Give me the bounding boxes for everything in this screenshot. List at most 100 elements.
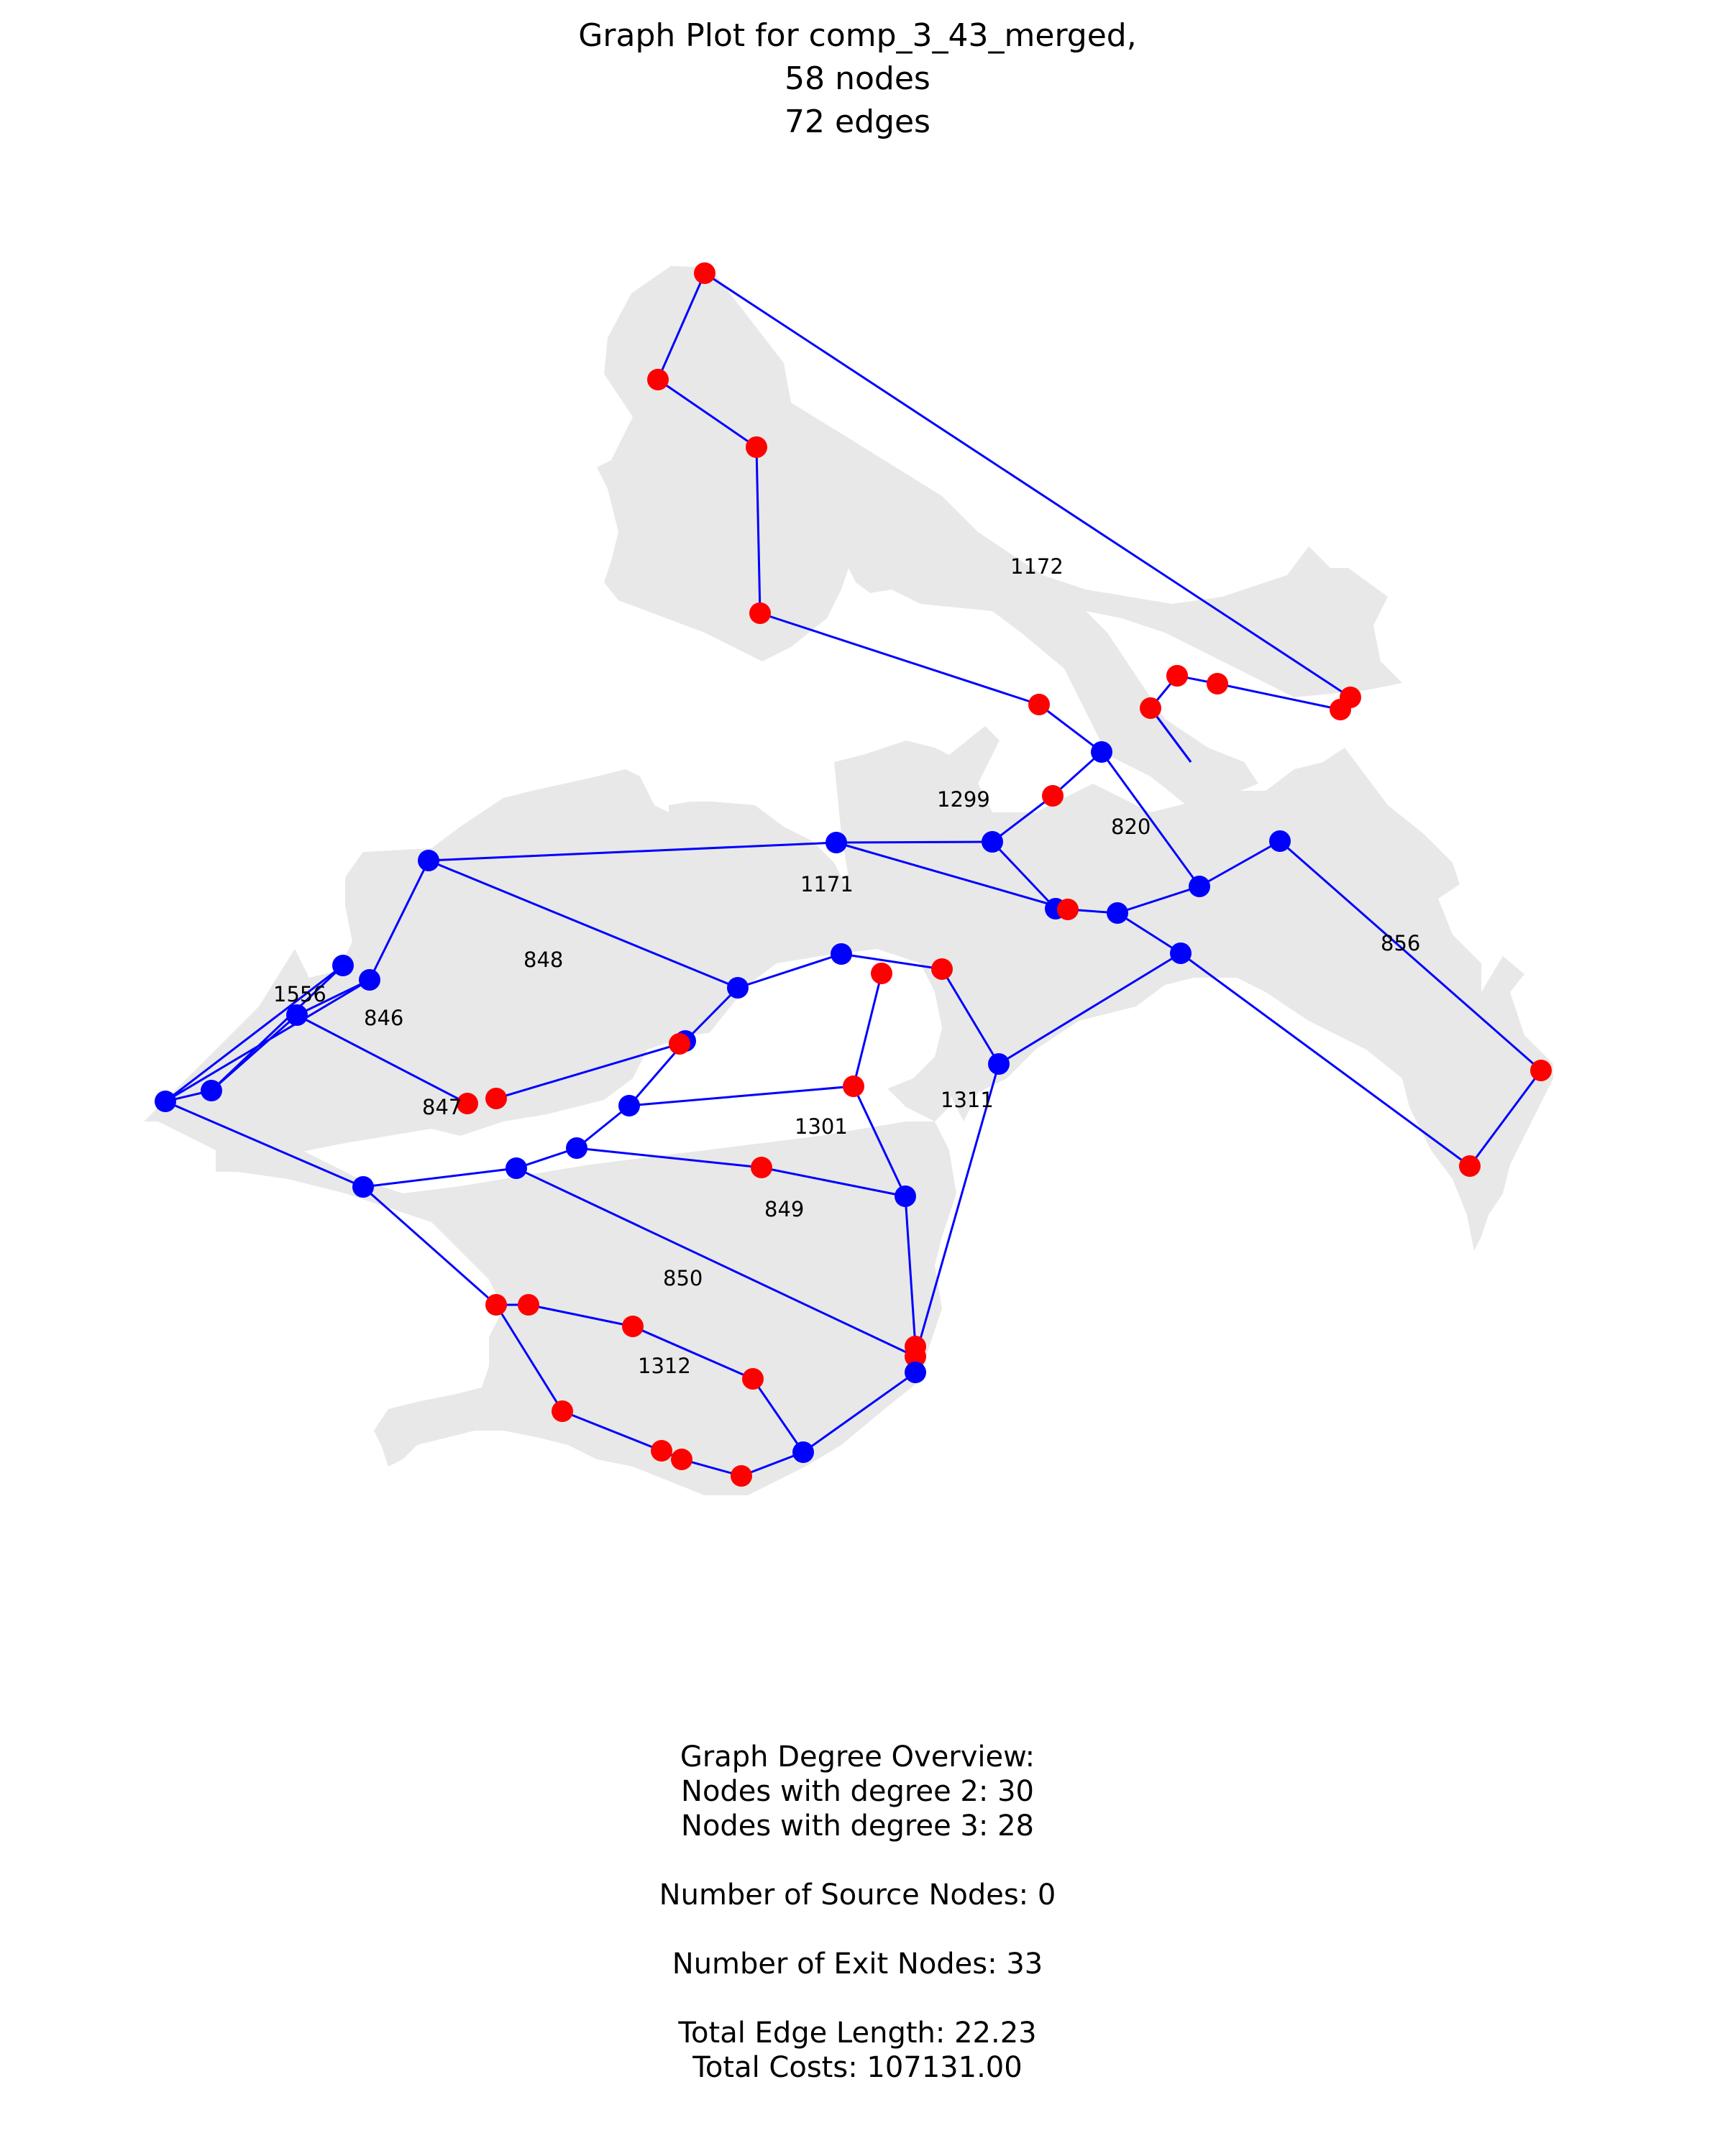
plot-title: Graph Plot for comp_3_43_merged, 58 node… <box>0 14 1715 144</box>
graph-edge <box>576 1147 762 1169</box>
junction-node <box>831 943 852 965</box>
region-label: 1301 <box>795 1114 848 1139</box>
stats-source-nodes: Number of Source Nodes: 0 <box>659 1879 1056 1912</box>
region-west <box>144 769 964 1165</box>
exit-node <box>1028 694 1050 715</box>
region-label: 848 <box>523 948 563 972</box>
graph-edge <box>759 612 1040 706</box>
graph-edge <box>362 1185 497 1306</box>
junction-node <box>155 1091 176 1112</box>
junction-node <box>792 1441 814 1463</box>
graph-edge <box>428 841 837 862</box>
graph-edge <box>296 978 370 1017</box>
graph-edge <box>755 446 762 614</box>
exit-node <box>1207 673 1228 694</box>
graph-edge <box>751 1378 805 1453</box>
title-line-2: 58 nodes <box>785 60 930 97</box>
spacer <box>0 1912 1715 1947</box>
graph-edge <box>1038 703 1102 753</box>
graph-edge <box>1117 912 1181 955</box>
graph-edge <box>992 794 1053 843</box>
graph-edge <box>841 953 943 971</box>
graph-edge <box>1117 885 1200 914</box>
graph-edge <box>211 1014 298 1092</box>
stats-heading: Graph Degree Overview: <box>680 1740 1035 1774</box>
graph-edge <box>210 964 344 1092</box>
graph-edge <box>1051 751 1103 797</box>
graph-edge <box>495 1042 680 1100</box>
graph-edge <box>1100 751 1201 887</box>
spacer <box>0 1843 1715 1878</box>
graph-edge <box>628 1085 854 1107</box>
graph-edge <box>657 272 706 380</box>
exit-node <box>651 1440 672 1462</box>
region-label: 849 <box>764 1197 804 1221</box>
junction-node <box>1269 830 1291 852</box>
graph-edge <box>1279 840 1542 1072</box>
region-label: 847 <box>422 1095 462 1119</box>
exit-node <box>749 602 771 624</box>
exit-node <box>1140 697 1161 719</box>
stats-degree-3: Nodes with degree 3: 28 <box>681 1809 1034 1843</box>
region-label: 1312 <box>638 1354 691 1378</box>
junction-node <box>201 1080 222 1101</box>
graph-edge <box>802 1371 916 1454</box>
region-label: 846 <box>364 1006 403 1030</box>
graph-edge <box>684 986 739 1042</box>
region-label: 856 <box>1381 931 1420 955</box>
junction-node <box>352 1176 374 1198</box>
junction-node <box>727 977 749 999</box>
spacer <box>0 1981 1715 2016</box>
graph-edge <box>528 1303 634 1328</box>
exit-node <box>751 1157 772 1178</box>
graph-edge <box>852 1086 907 1197</box>
degree-overview: Graph Degree Overview: Nodes with degree… <box>0 1740 1715 2085</box>
stats-exit-nodes: Number of Exit Nodes: 33 <box>672 1948 1043 1981</box>
graph-edge <box>836 841 1069 911</box>
junction-node <box>982 831 1003 853</box>
exit-node <box>552 1400 573 1422</box>
stats-degree-2: Nodes with degree 2: 30 <box>681 1775 1034 1808</box>
graph-edge <box>761 1166 906 1198</box>
graph-edge <box>836 840 993 844</box>
junction-node <box>332 955 354 976</box>
junction-node <box>826 832 847 853</box>
graph-edge <box>1149 707 1192 763</box>
region-label: 1299 <box>937 787 990 812</box>
title-line-3: 72 edges <box>785 104 930 140</box>
region-label: 1556 <box>273 982 326 1006</box>
stats-edge-length: Total Edge Length: 22.23 <box>678 2017 1037 2050</box>
graph-edge <box>576 1104 630 1150</box>
junction-node <box>286 1004 308 1026</box>
graph-edge <box>998 952 1181 1065</box>
exit-node <box>647 369 669 390</box>
graph-edge <box>562 1410 662 1452</box>
exit-node <box>1166 665 1188 687</box>
graph-edge <box>165 964 344 1103</box>
region-east <box>834 726 1553 1251</box>
exit-node <box>843 1075 864 1097</box>
region-labels: 1172 1299 820 1171 856 848 1556 846 847 … <box>273 554 1420 1378</box>
region-label: 1311 <box>941 1088 994 1112</box>
region-north <box>597 266 1402 805</box>
graph-edge <box>362 1167 517 1188</box>
graph-edge <box>657 378 757 449</box>
exit-node <box>485 1088 507 1109</box>
graph-edge <box>165 978 370 1103</box>
region-label: 820 <box>1111 815 1151 839</box>
graph-edge <box>741 1451 804 1477</box>
graph-edge <box>368 860 430 981</box>
graph-edge <box>495 1304 564 1412</box>
exit-node <box>1530 1060 1552 1081</box>
region-southwest <box>216 1121 956 1495</box>
graph-edge <box>1468 1070 1542 1167</box>
region-label: 850 <box>663 1266 703 1290</box>
junction-node <box>988 1053 1010 1075</box>
stats-costs: Total Costs: 107131.00 <box>692 2051 1023 2084</box>
graph-edge <box>1180 952 1471 1168</box>
graph-edge <box>632 1325 754 1380</box>
junction-node <box>1107 902 1128 924</box>
junction-node <box>1170 942 1192 964</box>
graph-edge <box>1199 840 1281 888</box>
